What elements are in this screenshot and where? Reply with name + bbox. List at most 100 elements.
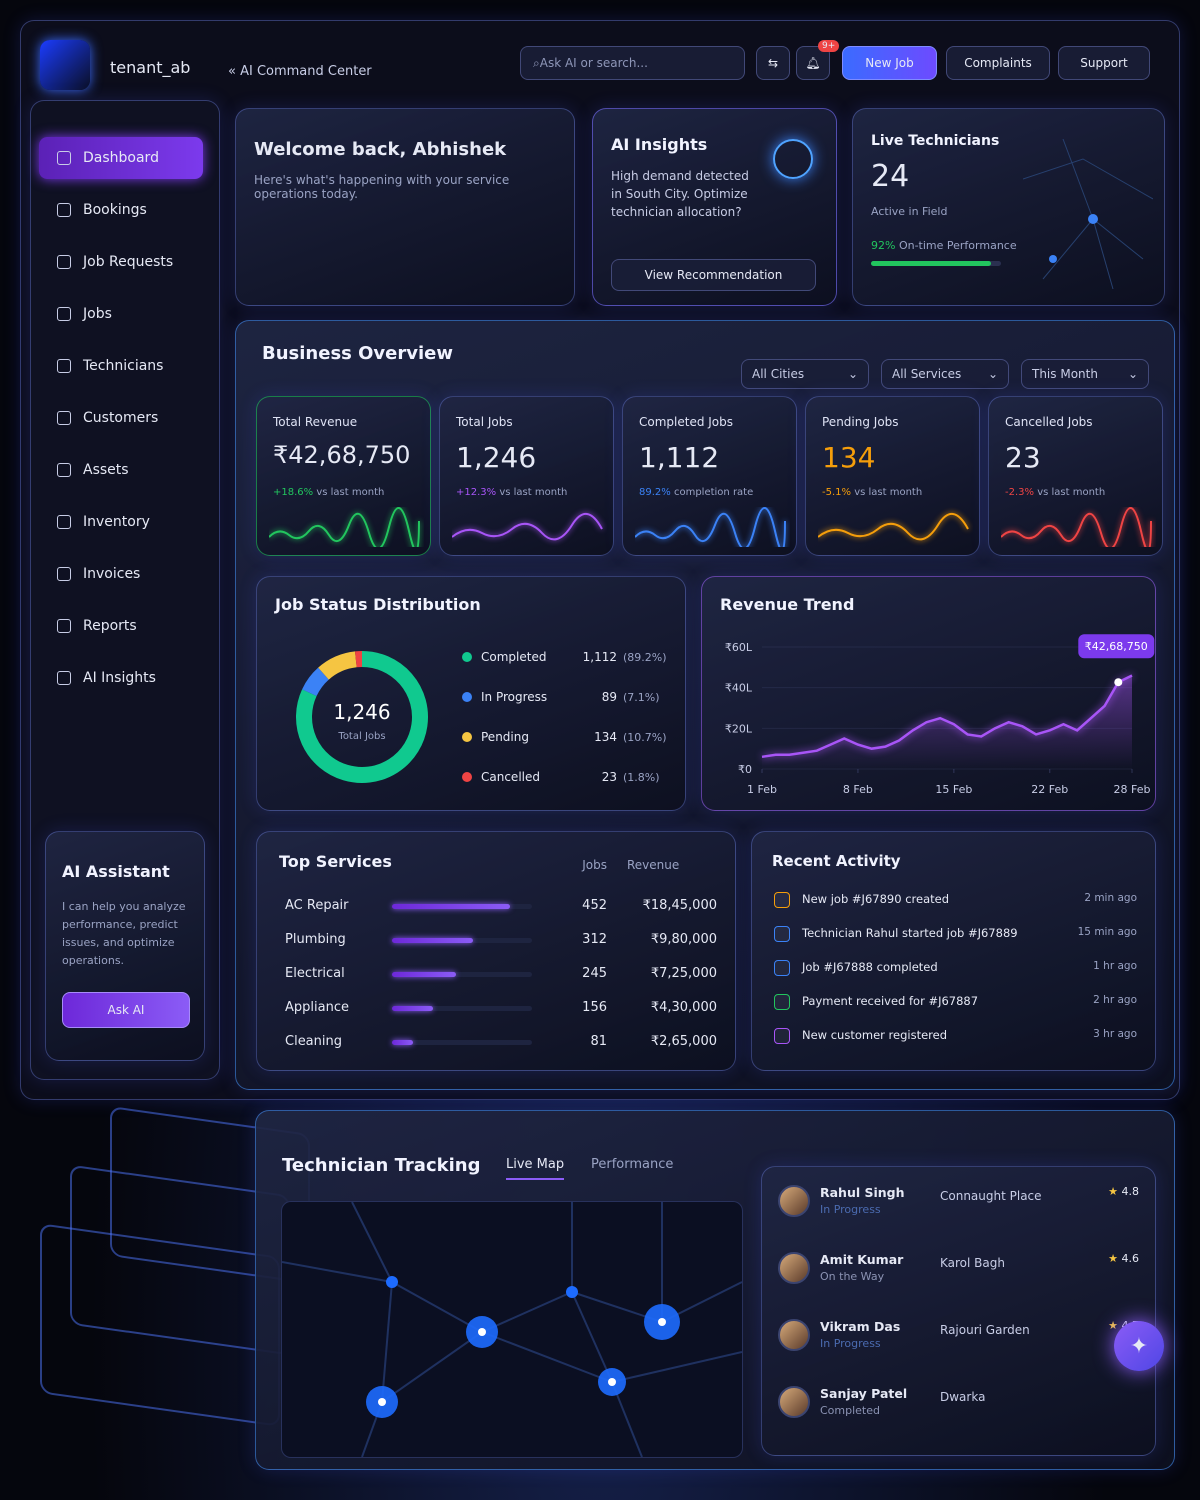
logo[interactable] (40, 40, 90, 90)
donut-total-label: Total Jobs (337, 731, 385, 742)
kpi-change-note: vs last month (316, 487, 385, 498)
avatar (778, 1185, 810, 1217)
service-jobs: 452 (582, 898, 607, 913)
nav-label: Bookings (83, 202, 147, 218)
technician-name[interactable]: Sanjay Patel (820, 1386, 908, 1401)
breadcrumb[interactable]: « AI Command Center (228, 64, 372, 79)
nav-item[interactable]: Assets (39, 449, 203, 491)
technician-name[interactable]: Amit Kumar (820, 1252, 904, 1267)
x-tick-label: 28 Feb (1114, 783, 1151, 796)
nav-item[interactable]: Reports (39, 605, 203, 647)
nav-icon (57, 151, 71, 165)
technician-name[interactable]: Rahul Singh (820, 1185, 905, 1200)
service-name: Plumbing (285, 932, 346, 947)
service-jobs: 156 (582, 1000, 607, 1015)
kpi-card: Total Revenue ₹42,68,750 +18.6% vs last mo… (256, 396, 431, 556)
sparkline-path (1001, 507, 1152, 547)
filter-label: All Services (892, 367, 962, 381)
activity-text[interactable]: Technician Rahul started job #J67889 (802, 926, 1018, 940)
search-icon: ⌕ (533, 55, 540, 70)
star: ★ (1108, 1185, 1122, 1198)
activity-text[interactable]: New job #J67890 created (802, 892, 949, 906)
kpi-change-value: -5.1% (822, 487, 852, 498)
technician-list: Rahul Singh In Progress Connaught Place ★ 4… (761, 1166, 1156, 1456)
filter-dropdown[interactable]: All Services ⌄ (881, 359, 1009, 389)
sparkline (452, 513, 603, 541)
kpi-card: Cancelled Jobs 23 -2.3% vs last month (988, 396, 1163, 556)
service-bar (392, 938, 474, 943)
command-icon[interactable]: ⇆ (756, 46, 790, 80)
performance-tab[interactable]: Performance (591, 1157, 674, 1172)
nav-item[interactable]: Inventory (39, 501, 203, 543)
legend-dot (462, 652, 472, 662)
service-name: Appliance (285, 1000, 349, 1015)
welcome-card: Welcome back, Abhishek Here's what's hap… (235, 108, 575, 306)
annotation-box (1078, 634, 1155, 659)
service-jobs: 81 (590, 1034, 607, 1049)
nav-item[interactable]: Job Requests (39, 241, 203, 283)
mini-map (1023, 139, 1153, 289)
nav-item[interactable]: Jobs (39, 293, 203, 335)
technician-status: In Progress (820, 1337, 881, 1350)
column-header: Revenue (627, 858, 680, 872)
live-tech-label: Active in Field (871, 205, 948, 218)
kpi-change-note: vs last month (854, 487, 923, 498)
chart-title: Revenue Trend (720, 595, 855, 614)
performance-track (871, 261, 1001, 266)
kpi-title: Pending Jobs (822, 415, 899, 429)
new-job-button[interactable]: New Job (842, 46, 937, 80)
nav-item[interactable]: AI Insights (39, 657, 203, 699)
x-tick-label: 8 Feb (843, 783, 873, 796)
ai-fab[interactable]: ✦ (1114, 1321, 1164, 1371)
view-recommendation-button[interactable]: View Recommendation (611, 259, 816, 291)
activity-text[interactable]: New customer registered (802, 1028, 948, 1042)
legend-value: 23 (602, 770, 617, 784)
welcome-title: Welcome back, Abhishek (254, 139, 507, 160)
tenant-name: tenant_ab (110, 58, 191, 77)
kpi-title: Completed Jobs (639, 415, 734, 429)
nav-item[interactable]: Bookings (39, 189, 203, 231)
live-map-tab[interactable]: Live Map (506, 1157, 565, 1180)
y-tick-label: ₹60L (725, 641, 753, 654)
activity-text[interactable]: Payment received for #J67887 (802, 994, 979, 1008)
notification-badge: 9+ (818, 40, 840, 52)
top-services-card: Top Services Jobs Revenue AC Repair 452 ₹18,4… (256, 831, 736, 1071)
technician-location: Rajouri Garden (940, 1323, 1030, 1337)
nav-item[interactable]: Technicians (39, 345, 203, 387)
nav-item[interactable]: Dashboard (39, 137, 203, 179)
nav-icon (57, 463, 71, 477)
nav-label: Technicians (83, 358, 164, 374)
kpi-change: 89.2% completion rate (639, 487, 753, 498)
filter-dropdown[interactable]: All Cities ⌄ (741, 359, 869, 389)
activity-icon (774, 926, 790, 942)
activity-text[interactable]: Job #J67888 completed (802, 960, 938, 974)
nav-item[interactable]: Customers (39, 397, 203, 439)
insights-text: High demand detected in South City. Opti… (611, 169, 749, 219)
activity-icon (774, 1028, 790, 1044)
nav-icon (57, 515, 71, 529)
nav-label: Assets (83, 462, 129, 478)
avatar (778, 1319, 810, 1351)
rating-value: 4.6 (1121, 1252, 1140, 1265)
support-button[interactable]: Support (1058, 46, 1150, 80)
ask-ai-button[interactable]: Ask AI (62, 992, 190, 1028)
top-services-title: Top Services (279, 852, 392, 871)
service-bar (392, 904, 510, 909)
nav-item[interactable]: Invoices (39, 553, 203, 595)
nav-label: AI Insights (83, 670, 156, 686)
filter-label: This Month (1032, 367, 1098, 381)
sparkline (1001, 507, 1152, 547)
technician-name[interactable]: Vikram Das (820, 1319, 901, 1334)
live-map (281, 1201, 743, 1458)
bar-track (392, 972, 532, 977)
kpi-title: Total Revenue (273, 415, 358, 429)
filter-dropdown[interactable]: This Month ⌄ (1021, 359, 1149, 389)
performance-value: 92% (871, 239, 896, 252)
nav-label: Job Requests (83, 254, 174, 270)
activity-time: 2 hr ago (1093, 994, 1137, 1006)
complaints-button[interactable]: Complaints (946, 46, 1050, 80)
search-box[interactable]: ⌕ Ask AI or search... (520, 46, 745, 80)
service-name: Cleaning (285, 1034, 342, 1049)
kpi-change-note: vs last month (499, 487, 568, 498)
